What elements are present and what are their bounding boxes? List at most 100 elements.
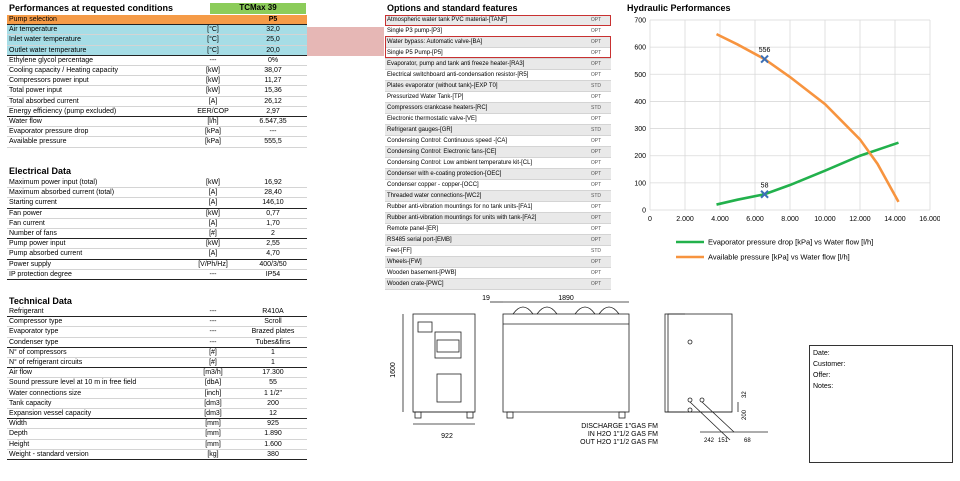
electrical-label: Number of fans [7,228,187,240]
date-label: Date: [813,350,830,357]
dim-68: 68 [744,438,751,444]
option-label: Wheels-[FW] [385,256,581,268]
performances-label: Ethylene glycol percentage [7,55,187,67]
performances-row: Pump selection P5 [7,15,307,26]
option-label: Threaded water connections-[WC2] [385,190,581,202]
technical-value: 380 [239,449,307,461]
technical-row: Depth [mm] 1.890 [7,428,307,440]
performances-row: Total power input [kW] 15,36 [7,85,307,97]
technical-unit: --- [187,326,239,338]
option-row: Condenser copper - copper-[OCC] OPT [385,179,611,191]
option-status: OPT [581,201,611,213]
option-status: STD [581,190,611,202]
option-status: OPT [581,25,611,37]
option-status: OPT [581,223,611,235]
performances-value: 6.547,35 [239,116,307,128]
performances-label: Compressors power input [7,75,187,87]
performances-label: Evaporator pressure drop [7,126,187,138]
technical-title: Technical Data [9,296,72,306]
option-status: OPT [581,58,611,70]
x-tick-label: 8.000 [781,216,799,223]
electrical-unit: [kW] [187,238,239,250]
electrical-label: Fan current [7,218,187,230]
performances-row: Inlet water temperature [°C] 25,0 [7,34,307,46]
technical-unit: [mm] [187,439,239,450]
technical-unit: --- [187,316,239,328]
electrical-unit: [kW] [187,208,239,219]
side-view-drawing [490,301,630,419]
option-status: OPT [581,47,611,59]
option-status: OPT [581,234,611,246]
option-row: Condenser with e-coating protection-[OEC… [385,168,611,180]
performances-label: Total power input [7,85,187,97]
option-label: Water bypass: Automatic valve-[BA] [385,36,581,48]
technical-label: Expansion vessel capacity [7,408,187,420]
option-row: Remote panel-[ER] OPT [385,223,611,235]
performances-label: Available pressure [7,136,187,148]
input-conditions-highlight [306,27,384,56]
option-label: Rubber anti-vibration mountings for no t… [385,201,581,213]
option-status: OPT [581,212,611,224]
option-row: Threaded water connections-[WC2] STD [385,190,611,202]
performances-value: 26,12 [239,96,307,107]
electrical-unit: [kW] [187,178,239,189]
technical-unit: [mm] [187,428,239,440]
dim-242: 242 [704,438,715,444]
performances-row: Cooling capacity / Heating capacity [kW] 3… [7,65,307,77]
technical-label: Compressor type [7,316,187,328]
option-status: STD [581,245,611,257]
option-row: Rubber anti-vibration mountings for no t… [385,201,611,213]
performances-label: Energy efficiency (pump excluded) [7,106,187,118]
performances-unit: [kPa] [187,126,239,138]
electrical-row: Number of fans [#] 2 [7,228,307,240]
electrical-label: IP protection degree [7,269,187,281]
option-row: Single P5 Pump-[P5] OPT [385,47,611,59]
technical-table: Refrigerant --- R410A Compressor type --- Scr… [7,307,307,461]
performances-row: Air temperature [°C] 32,0 [7,24,307,36]
performances-label: Water flow [7,116,187,128]
performances-row: Compressors power input [kW] 11,27 [7,75,307,87]
technical-value: R410A [239,307,307,318]
performances-unit: [kW] [187,65,239,77]
x-tick-label: 10.000 [814,216,836,223]
y-tick-label: 500 [634,72,646,79]
technical-value: Brazed plates [239,326,307,338]
performances-unit: [kW] [187,75,239,87]
option-label: Condensing Control: Low ambient temperat… [385,157,581,169]
option-label: Condensing Control: Electronic fans-[CE] [385,146,581,158]
customer-label: Customer: [813,361,846,368]
technical-value: 12 [239,408,307,420]
technical-row: Weight - standard version [kg] 380 [7,449,307,461]
x-tick-label: 14.000 [884,216,906,223]
model-name: TCMax 39 [210,3,306,14]
technical-row: Air flow [m3/h] 17.300 [7,367,307,379]
options-table: Atmospheric water tank PVC material-[TAN… [385,15,611,290]
electrical-row: Pump power input [kW] 2,55 [7,238,307,250]
electrical-value: IP54 [239,269,307,281]
performances-label: Cooling capacity / Heating capacity [7,65,187,77]
rear-view-svg: 32 200 242 151 68 [667,313,768,444]
performances-row: Outlet water temperature [°C] 20,0 [7,45,307,56]
technical-unit: --- [187,337,239,348]
legend-label: Available pressure [kPa] vs Water flow [… [708,253,850,262]
offer-label: Offer: [813,372,831,379]
option-row: Wooden basement-[PWB] OPT [385,267,611,279]
option-status: OPT [581,36,611,48]
option-label: Pressurized Water Tank-[TP] [385,91,581,103]
option-status: OPT [581,179,611,191]
option-row: Condensing Control: Low ambient temperat… [385,157,611,169]
y-tick-label: 100 [634,180,646,187]
y-tick-label: 200 [634,153,646,160]
technical-unit: [kg] [187,449,239,461]
option-row: Water bypass: Automatic valve-[BA] OPT [385,36,611,48]
technical-unit: [#] [187,347,239,359]
electrical-label: Starting current [7,197,187,209]
y-tick-label: 600 [634,45,646,52]
notes-label: Notes: [813,383,834,390]
performances-row: Energy efficiency (pump excluded) EER/COP… [7,106,307,118]
option-status: OPT [581,146,611,158]
dim-1600: 1600 [390,362,397,378]
technical-unit: --- [187,307,239,318]
performances-value: 20,0 [239,45,307,56]
option-row: Electrical switchboard anti-condensation… [385,69,611,81]
